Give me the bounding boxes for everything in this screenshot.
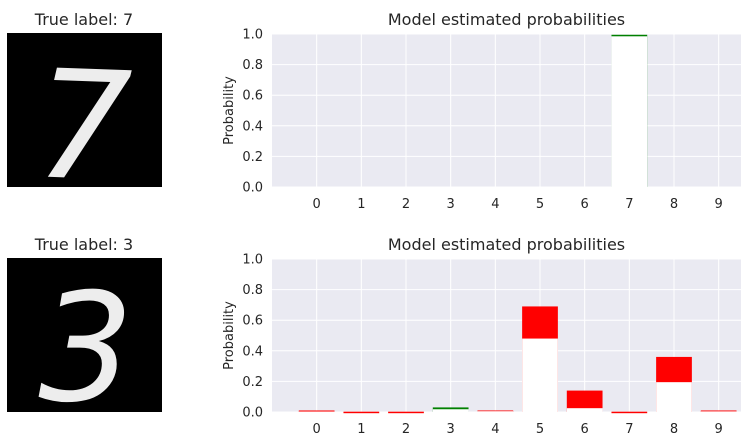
y-tick-label: 0.6 — [242, 89, 263, 104]
x-tick-label: 0 — [313, 422, 321, 436]
digit-glyph: 7 — [33, 38, 134, 215]
y-tick-label: 0.0 — [242, 406, 263, 421]
x-tick-label: 5 — [536, 197, 544, 212]
y-tick-label: 0.8 — [242, 283, 263, 298]
x-tick-label: 8 — [670, 422, 678, 436]
bar-lower — [477, 411, 513, 412]
y-tick-label: 0.4 — [242, 119, 263, 134]
x-tick-label: 2 — [402, 422, 410, 436]
digit-glyph: 3 — [38, 262, 133, 436]
x-tick-label: 7 — [625, 197, 633, 212]
y-tick-label: 1.0 — [242, 28, 263, 43]
chart-title: Model estimated probabilities — [388, 10, 625, 29]
x-tick-label: 1 — [357, 422, 365, 436]
x-tick-label: 3 — [447, 197, 455, 212]
x-tick-label: 8 — [670, 197, 678, 212]
x-tick-label: 1 — [357, 197, 365, 212]
digit-image: 7 — [7, 33, 162, 216]
x-tick-label: 6 — [581, 197, 589, 212]
bar-lower — [433, 409, 469, 412]
x-tick-label: 4 — [491, 197, 499, 212]
image-title: True label: 7 — [34, 10, 133, 29]
x-tick-label: 5 — [536, 422, 544, 436]
x-tick-label: 4 — [491, 422, 499, 436]
x-tick-label: 7 — [625, 422, 633, 436]
bar-upper — [388, 412, 424, 414]
bar-lower — [611, 36, 647, 187]
x-tick-label: 9 — [715, 197, 723, 212]
y-tick-label: 0.2 — [242, 375, 263, 390]
y-tick-label: 1.0 — [242, 253, 263, 268]
x-tick-label: 0 — [313, 197, 321, 212]
bar-lower — [522, 339, 558, 412]
plot-area — [272, 34, 741, 187]
bar-upper — [343, 412, 379, 414]
bar-lower — [656, 382, 692, 412]
bar-lower — [567, 408, 603, 412]
bars — [611, 35, 647, 187]
y-axis-label: Probability — [222, 301, 237, 370]
y-tick-label: 0.8 — [242, 58, 263, 73]
y-tick-label: 0.4 — [242, 344, 263, 359]
chart-title: Model estimated probabilities — [388, 235, 625, 254]
y-tick-label: 0.0 — [242, 181, 263, 196]
y-axis-label: Probability — [222, 76, 237, 145]
x-tick-label: 3 — [447, 422, 455, 436]
y-tick-label: 0.2 — [242, 150, 263, 165]
x-tick-label: 6 — [581, 422, 589, 436]
y-tick-label: 0.6 — [242, 314, 263, 329]
image-title: True label: 3 — [34, 235, 133, 254]
bar-lower — [701, 411, 737, 412]
digit-image: 3 — [7, 258, 162, 436]
x-tick-label: 2 — [402, 197, 410, 212]
bar-upper — [611, 412, 647, 414]
x-tick-label: 9 — [715, 422, 723, 436]
probability-chart-1: 0.0 0.2 0.4 0.6 0.8 1.0 0 1 2 3 4 5 6 7 8 9 Model estima… — [222, 10, 741, 212]
probability-chart-2: 0.0 0.2 0.4 0.6 0.8 1.0 0 1 2 3 4 5 6 7 8 9 Model estima… — [222, 235, 741, 436]
